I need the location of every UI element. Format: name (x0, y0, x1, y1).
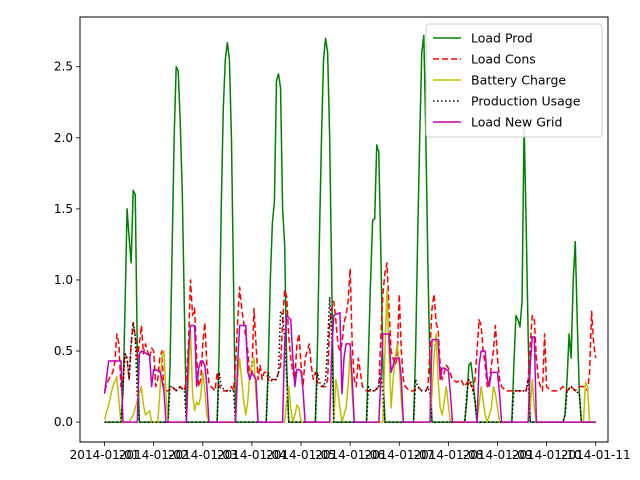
legend-label-load-cons: Load Cons (471, 52, 536, 67)
legend: Load Prod Load Cons Battery Charge Producti… (425, 23, 603, 138)
x-tick-label: 2014-01-06 (315, 448, 385, 462)
series-line-load-new-grid (103, 311, 596, 423)
axes-frame (79, 16, 609, 443)
x-tick-label: 2014-01-03 (168, 448, 238, 462)
x-tick-label: 2014-01-10 (512, 448, 582, 462)
y-tick-label: 1.0 (54, 273, 73, 287)
y-tick-label: 2.0 (54, 131, 73, 145)
series-line-load-prod (104, 34, 596, 423)
series-line-production-usage (104, 296, 596, 423)
legend-label-production-usage: Production Usage (471, 94, 581, 109)
series-layer (103, 34, 597, 423)
legend-label-battery-charge: Battery Charge (471, 73, 566, 88)
legend-box (425, 23, 603, 138)
y-tick-label: 0.0 (54, 415, 73, 429)
x-tick-label: 2014-01-11 (561, 448, 631, 462)
x-tick-label: 2014-01-05 (266, 448, 336, 462)
x-tick-label: 2014-01-09 (463, 448, 533, 462)
x-tick-label: 2014-01-04 (217, 448, 287, 462)
legend-label-load-prod: Load Prod (471, 31, 533, 46)
x-tick-label: 2014-01-08 (413, 448, 483, 462)
series-line-load-cons (103, 262, 597, 392)
legend-label-load-new-grid: Load New Grid (471, 115, 562, 130)
x-axis: 2014-01-012014-01-022014-01-032014-01-04… (70, 442, 631, 462)
y-axis: 0.0 0.5 1.0 1.5 2.0 2.5 (54, 60, 80, 429)
y-tick-label: 0.5 (54, 344, 73, 358)
y-tick-label: 2.5 (54, 60, 73, 74)
x-tick-label: 2014-01-07 (364, 448, 434, 462)
y-tick-label: 1.5 (54, 202, 73, 216)
x-tick-label: 2014-01-01 (70, 448, 140, 462)
x-tick-label: 2014-01-02 (119, 448, 189, 462)
